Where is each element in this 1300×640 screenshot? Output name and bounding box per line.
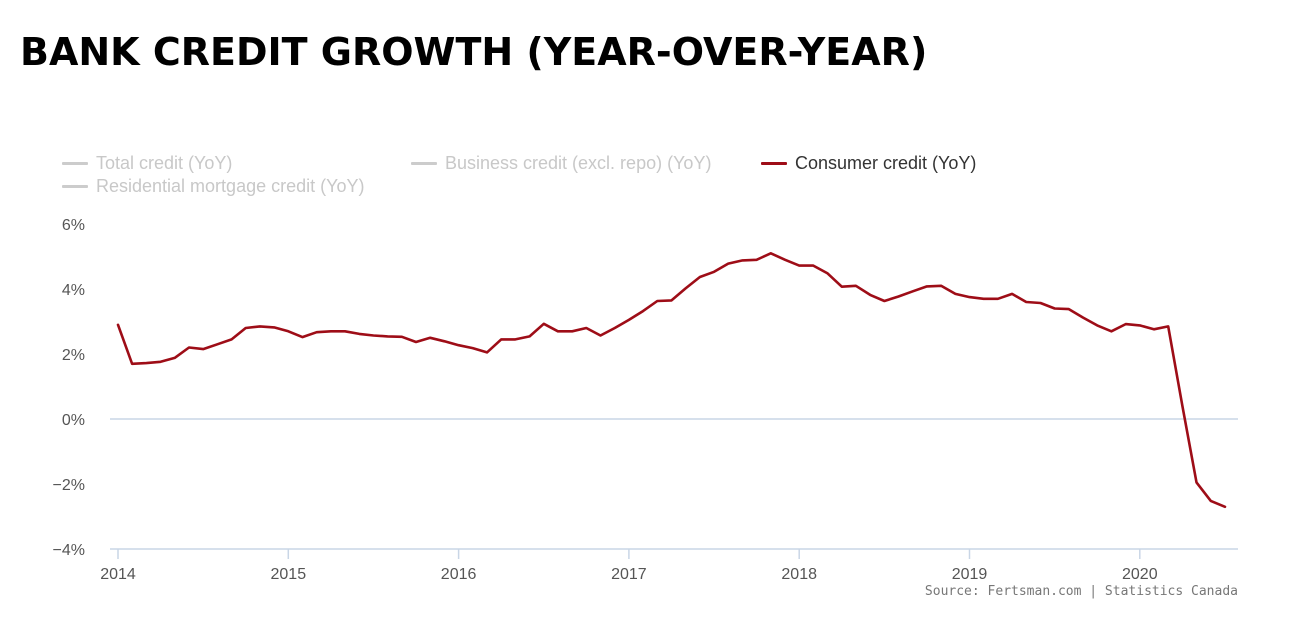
y-tick-label: −2%	[53, 477, 85, 494]
y-tick-label: 0%	[62, 412, 85, 429]
legend-item-business-credit[interactable]: Business credit (excl. repo) (YoY)	[411, 153, 711, 174]
chart-title: BANK CREDIT GROWTH (YEAR-OVER-YEAR)	[20, 30, 928, 74]
y-tick-label: 6%	[62, 217, 85, 234]
legend-swatch-icon	[62, 185, 88, 188]
x-tick-label: 2019	[952, 566, 988, 583]
x-tick-label: 2014	[100, 566, 136, 583]
legend-label: Total credit (YoY)	[96, 153, 233, 173]
y-tick-label: 4%	[62, 282, 85, 299]
legend-swatch-icon	[62, 162, 88, 165]
legend-label: Business credit (excl. repo) (YoY)	[445, 153, 712, 173]
legend-item-residential-mortgage[interactable]: Residential mortgage credit (YoY)	[62, 176, 364, 197]
x-tick-label: 2016	[441, 566, 477, 583]
y-tick-label: −4%	[53, 542, 85, 559]
x-tick-label: 2020	[1122, 566, 1158, 583]
x-tick-label: 2018	[781, 566, 817, 583]
legend-item-total-credit[interactable]: Total credit (YoY)	[62, 153, 232, 174]
x-tick-label: 2015	[271, 566, 307, 583]
legend-swatch-icon	[411, 162, 437, 165]
x-tick-label: 2017	[611, 566, 647, 583]
y-axis: 6% 4% 2% 0% −2% −4%	[53, 217, 1238, 559]
legend-swatch-icon	[761, 162, 787, 165]
legend-item-consumer-credit[interactable]: Consumer credit (YoY)	[761, 153, 976, 174]
source-note: Source: Fertsman.com | Statistics Canada	[924, 584, 1238, 599]
series-line-consumer-credit[interactable]	[116, 252, 1227, 509]
legend-label: Residential mortgage credit (YoY)	[96, 176, 365, 196]
legend-label: Consumer credit (YoY)	[795, 153, 977, 173]
y-tick-label: 2%	[62, 347, 85, 364]
series-group	[116, 252, 1227, 509]
x-axis: 2014 2015 2016 2017 2018 2019 2020	[100, 548, 1238, 583]
